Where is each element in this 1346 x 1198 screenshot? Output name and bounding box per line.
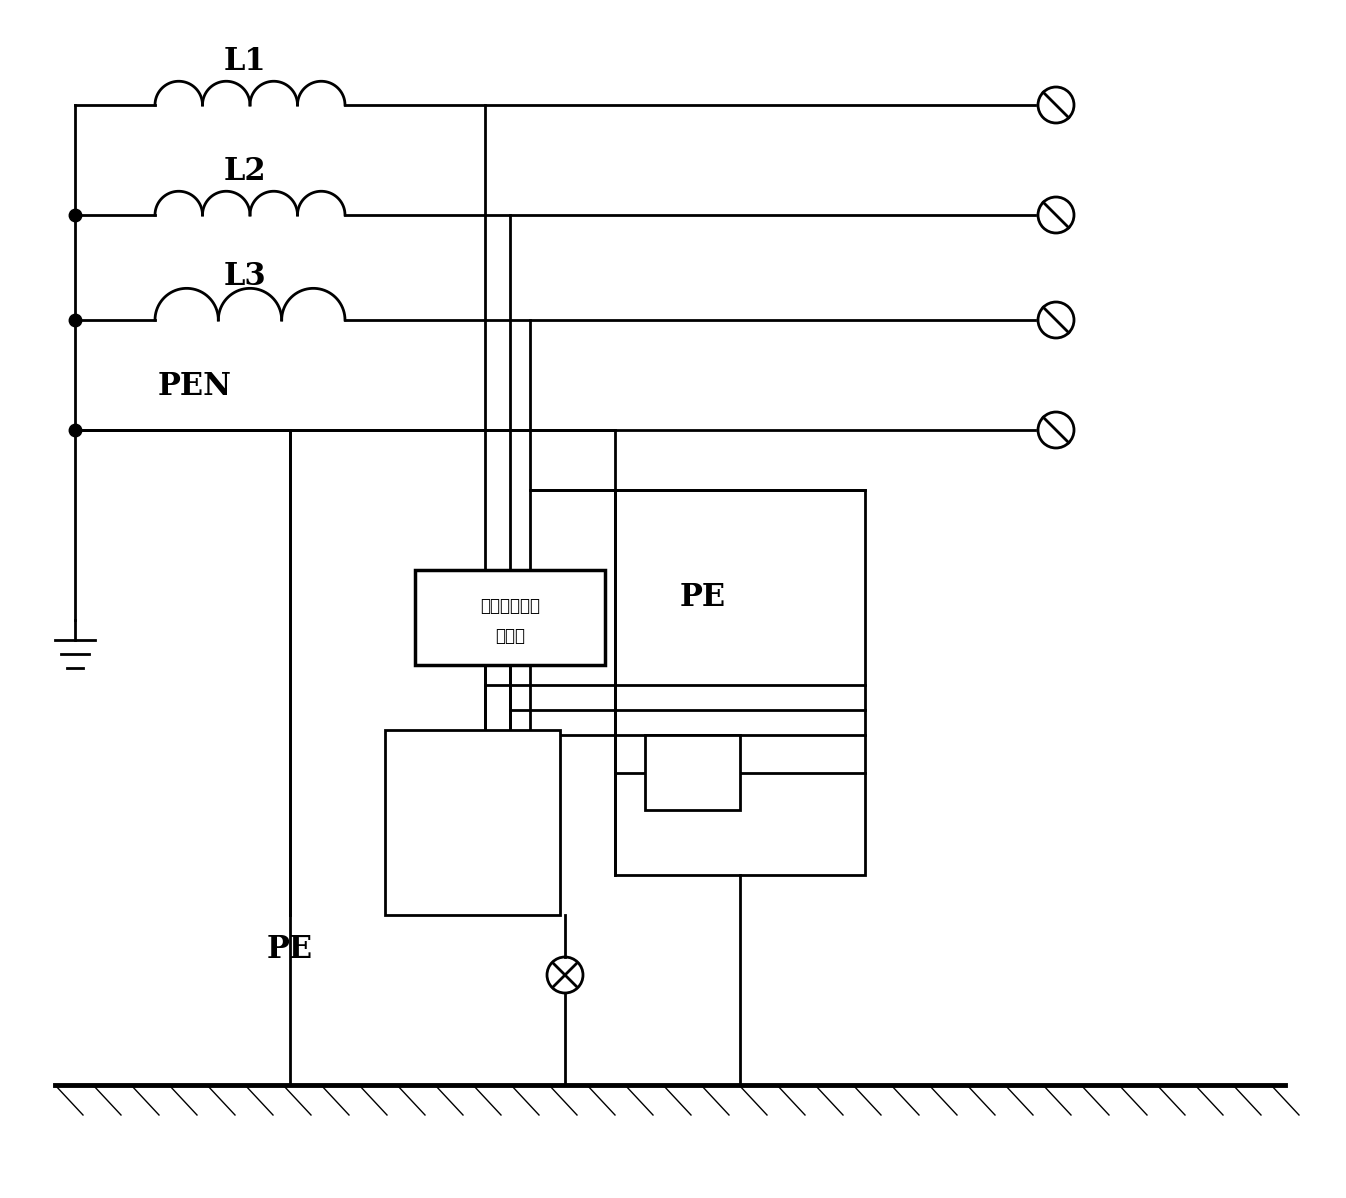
Text: PE: PE [680,582,725,613]
Text: L2: L2 [223,156,267,187]
Text: L1: L1 [223,46,267,77]
Text: L3: L3 [223,261,267,292]
Text: PE: PE [267,934,314,966]
Bar [415,570,604,665]
Bar [385,730,560,915]
Text: 保护器: 保护器 [495,628,525,646]
Bar [615,490,865,875]
Text: PEN: PEN [157,371,232,403]
Text: 四极剩余电流: 四极剩余电流 [481,597,540,615]
Bar [645,736,740,810]
